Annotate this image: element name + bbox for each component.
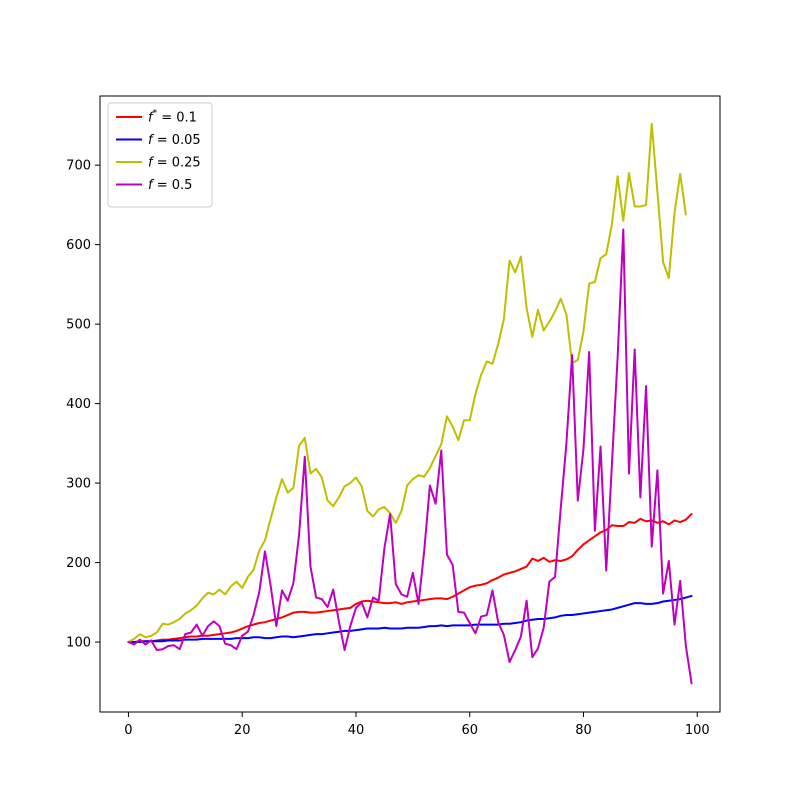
y-tick-label: 400 [66,397,91,412]
y-tick-label: 300 [66,477,91,492]
y-tick-label: 600 [66,238,91,253]
x-tick-label: 60 [461,723,478,738]
y-tick-label: 200 [66,556,91,571]
y-tick-label: 700 [66,159,91,174]
x-tick-label: 40 [348,723,365,738]
legend-label-3: f = 0.5 [148,178,192,193]
y-tick-label: 100 [66,636,91,651]
legend-label-0: f* = 0.1 [148,109,197,126]
series-layer [127,122,693,685]
x-tick-label: 20 [234,723,251,738]
legend-label-1: f = 0.05 [148,133,201,148]
x-tick-label: 0 [124,723,132,738]
legend-label-2: f = 0.25 [148,156,201,171]
legend: f* = 0.1 f = 0.05 f = 0.25 f = 0.5 [107,102,213,208]
legend-box [107,102,213,208]
y-tick-label: 500 [66,318,91,333]
series-line-2 [127,122,687,644]
x-axis: 0 20 40 60 80 100 [124,712,710,738]
y-axis: 100 200 300 400 500 600 700 [66,159,100,651]
x-tick-label: 80 [575,723,592,738]
series-line-1 [127,594,693,644]
series-line-3 [127,228,693,685]
x-tick-label: 100 [685,723,710,738]
